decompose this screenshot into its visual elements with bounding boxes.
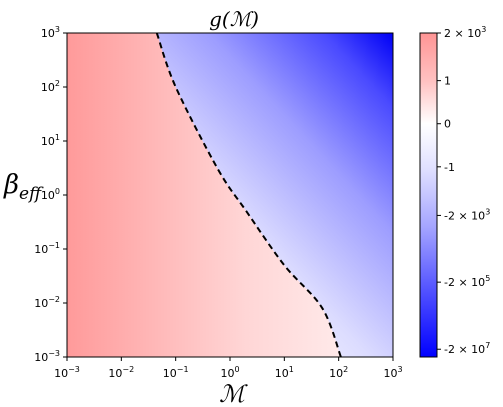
x-tick-label: 103 [383, 365, 402, 380]
y-tick-label-exp: −3 [48, 349, 60, 358]
x-tick-label-exp: 2 [343, 365, 348, 374]
x-tick-label-exp: 3 [397, 365, 402, 374]
x-tick-label: 10−3 [54, 365, 80, 380]
y-tick-label-base: 10 [34, 243, 48, 256]
colorbar-tick-label-exp: 5 [485, 274, 490, 283]
colorbar-tick-label-base: 0 [444, 118, 451, 131]
colorbar-tick-label: -1 [444, 161, 455, 174]
x-tick-label-base: 10 [220, 367, 234, 380]
y-tick-label: 100 [41, 187, 60, 202]
y-tick-label: 103 [41, 25, 60, 40]
x-tick-label-exp: −2 [122, 365, 134, 374]
y-tick-label: 10−1 [34, 241, 60, 256]
y-tick-label: 102 [41, 79, 60, 94]
colorbar-tick-label-base: 1 [444, 75, 451, 88]
x-tick-label-exp: −3 [68, 365, 80, 374]
y-tick-label: 10−3 [34, 349, 60, 364]
y-tick-label-base: 10 [41, 27, 55, 40]
colorbar-tick-label-exp: 3 [481, 25, 486, 34]
colorbar-tick-label: -2 × 107 [444, 341, 490, 356]
y-tick-label-base: 10 [34, 297, 48, 310]
y-tick-label-base: 10 [34, 351, 48, 364]
x-tick-label-exp: 1 [289, 365, 294, 374]
colorbar-tick-label-base: 2 × 10 [444, 27, 481, 40]
x-tick-label-base: 10 [54, 367, 68, 380]
y-tick-label-exp: −2 [48, 295, 60, 304]
y-axis-label-main: β [3, 170, 19, 200]
y-tick-label: 10−2 [34, 295, 60, 310]
y-axis-label-subscript: eff [19, 184, 44, 204]
colorbar-tick-label-exp: 3 [485, 207, 490, 216]
colorbar-tick-label-base: -2 × 10 [444, 209, 485, 222]
x-tick-label-exp: −1 [177, 365, 189, 374]
x-tick-label: 101 [275, 365, 294, 380]
y-tick-label: 101 [41, 133, 60, 148]
y-tick-label-exp: 3 [55, 25, 60, 34]
y-tick-label-base: 10 [41, 81, 55, 94]
chart-title: g(ℳ) [209, 7, 259, 31]
y-tick-label-exp: 1 [55, 133, 60, 142]
colorbar-tick-label: 1 [444, 75, 451, 88]
x-tick-label-base: 10 [275, 367, 289, 380]
plot-area [67, 33, 393, 357]
colorbar-tick-label: 2 × 103 [444, 25, 486, 40]
colorbar-tick-label-base: -2 × 10 [444, 276, 485, 289]
x-axis-label: ℳ [219, 380, 248, 407]
x-tick-label-exp: 0 [234, 365, 239, 374]
colorbar-tick-label-exp: 7 [485, 341, 490, 350]
y-tick-label-exp: 0 [55, 187, 60, 196]
x-tick-label: 102 [329, 365, 348, 380]
x-tick-label: 10−1 [163, 365, 189, 380]
x-tick-label-base: 10 [329, 367, 343, 380]
y-tick-label-exp: −1 [48, 241, 60, 250]
x-tick-label-base: 10 [108, 367, 122, 380]
x-tick-label-base: 10 [383, 367, 397, 380]
x-tick-label: 10−2 [108, 365, 134, 380]
y-tick-label-base: 10 [41, 135, 55, 148]
y-tick-label-base: 10 [41, 189, 55, 202]
negative-region [156, 33, 393, 357]
colorbar-tick-label: -2 × 103 [444, 207, 490, 222]
colorbar-gradient [419, 32, 438, 358]
y-axis-label: βeff [3, 170, 44, 204]
y-tick-label-exp: 2 [55, 79, 60, 88]
colorbar-tick-label: -2 × 105 [444, 274, 490, 289]
x-axis: 10−3 10−2 10−1 100 101 102 103 [54, 357, 403, 380]
colorbar-tick-label-base: -2 × 10 [444, 343, 485, 356]
colorbar-tick-label-base: -1 [444, 161, 455, 174]
zero-contour-line [155, 33, 342, 357]
x-tick-label-base: 10 [163, 367, 177, 380]
x-tick-label: 100 [220, 365, 239, 380]
colorbar-tick-label: 0 [444, 118, 451, 131]
